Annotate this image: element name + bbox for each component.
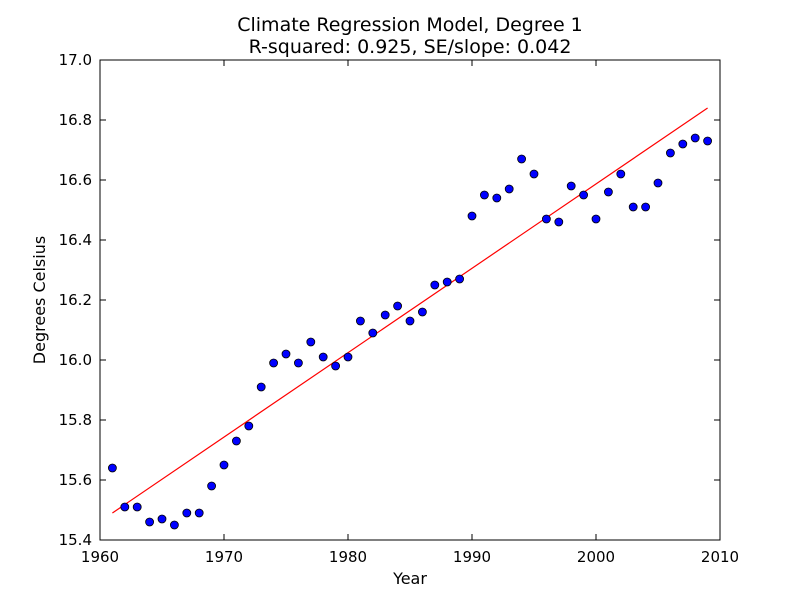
y-tick-label: 16.0: [59, 351, 92, 369]
data-point: [653, 178, 663, 188]
data-point: [628, 202, 638, 212]
data-point: [157, 514, 167, 524]
regression-fit-line: [112, 107, 708, 514]
data-point: [207, 481, 217, 491]
data-point: [604, 187, 613, 197]
data-point: [405, 316, 415, 326]
y-axis-ticks: 15.4 15.6 15.8 16.0 16.2 16.4 16.6 16.8 17.0: [59, 51, 720, 549]
x-tick-label: 1970: [205, 548, 243, 566]
data-point: [194, 508, 204, 518]
data-point: [108, 463, 117, 473]
data-point: [393, 301, 403, 311]
data-point: [380, 310, 390, 320]
x-tick-label: 2000: [577, 548, 615, 566]
data-point: [517, 154, 526, 164]
x-tick-label: 1960: [81, 548, 119, 566]
data-point: [504, 184, 514, 194]
y-tick-label: 16.6: [59, 171, 92, 189]
y-tick-label: 15.6: [59, 471, 92, 489]
data-point: [542, 214, 551, 224]
data-point: [492, 193, 502, 203]
data-point: [641, 202, 650, 212]
data-point: [616, 169, 626, 179]
data-point: [554, 217, 564, 227]
data-point: [467, 211, 477, 221]
y-tick-label: 17.0: [59, 51, 92, 69]
data-point: [430, 280, 440, 290]
chart-title: Climate Regression Model, Degree 1: [237, 14, 583, 36]
x-tick-label: 1990: [453, 548, 491, 566]
data-point: [566, 181, 576, 191]
fit-layer: [112, 107, 708, 514]
plot-area: 1960 1970 1980 1990 2000 2010 15.4 15.6 15.8 16.…: [59, 51, 740, 566]
data-point: [666, 148, 675, 158]
y-tick-label: 16.8: [59, 111, 92, 129]
data-point: [182, 508, 192, 518]
data-point: [256, 382, 266, 392]
points-layer: [108, 133, 712, 530]
data-point: [132, 502, 142, 512]
data-point: [318, 352, 328, 362]
chart-subtitle: R-squared: 0.925, SE/slope: 0.042: [249, 36, 572, 58]
data-point: [591, 214, 601, 224]
data-point: [579, 190, 588, 200]
data-point: [231, 436, 241, 446]
data-point: [442, 277, 452, 287]
data-point: [355, 316, 365, 326]
data-point: [455, 274, 465, 284]
data-point: [145, 517, 155, 527]
x-tick-label: 1980: [329, 548, 367, 566]
data-point: [529, 169, 539, 179]
data-point: [219, 460, 229, 470]
y-tick-label: 16.4: [59, 231, 92, 249]
y-tick-label: 16.2: [59, 291, 92, 309]
data-point: [281, 349, 291, 359]
plot-frame: [99, 59, 721, 541]
data-point: [306, 337, 316, 347]
x-axis-label: Year: [392, 569, 427, 588]
x-tick-label: 2010: [701, 548, 739, 566]
y-axis-label: Degrees Celsius: [30, 236, 49, 364]
data-point: [343, 352, 353, 362]
data-point: [703, 136, 712, 146]
x-axis-ticks: 1960 1970 1980 1990 2000 2010: [81, 60, 739, 566]
data-point: [169, 520, 179, 530]
data-point: [479, 190, 489, 200]
data-point: [690, 133, 700, 143]
data-point: [417, 307, 427, 317]
data-point: [293, 358, 303, 368]
data-point: [269, 358, 279, 368]
data-point: [331, 361, 341, 371]
data-point: [120, 502, 130, 512]
data-point: [368, 328, 378, 338]
y-tick-label: 15.4: [59, 531, 92, 549]
data-point: [244, 421, 254, 431]
y-tick-label: 15.8: [59, 411, 92, 429]
data-point: [678, 139, 688, 149]
